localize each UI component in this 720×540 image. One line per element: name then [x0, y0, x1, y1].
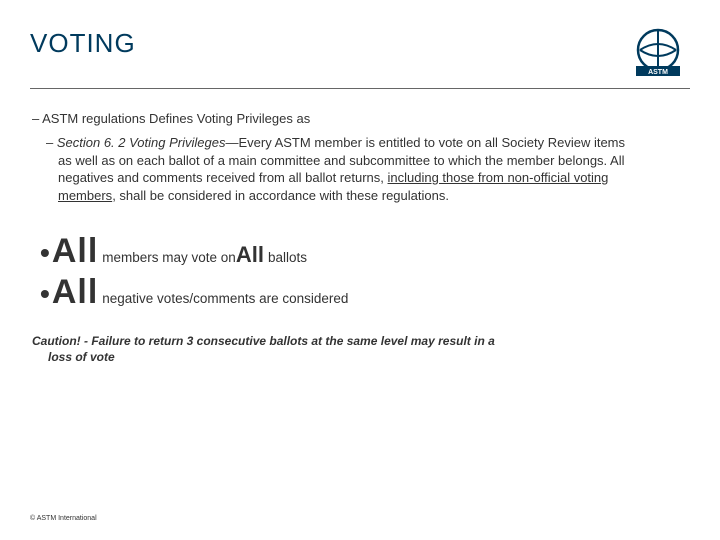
- astm-logo: ASTM: [626, 28, 690, 78]
- caution-line1: Caution! - Failure to return 3 consecuti…: [32, 334, 495, 348]
- point-1-all-1: All: [52, 232, 98, 271]
- point-2: • All negative votes/comments are consid…: [30, 273, 690, 312]
- copyright-footer: © ASTM International: [30, 515, 97, 522]
- bullet-icon: •: [40, 280, 50, 308]
- header-divider: [30, 88, 690, 89]
- section-part2: , shall be considered in accordance with…: [112, 188, 449, 203]
- point-2-text: negative votes/comments are considered: [102, 291, 348, 306]
- point-2-all: All: [52, 273, 98, 312]
- page-title: VOTING: [30, 28, 136, 59]
- bullet-icon: •: [40, 239, 50, 267]
- svg-text:ASTM: ASTM: [648, 69, 668, 76]
- point-1-end: ballots: [268, 250, 307, 265]
- content-area: – ASTM regulations Defines Voting Privil…: [30, 111, 690, 365]
- point-1-mid: members may vote on: [102, 250, 236, 265]
- section-italic: Section 6. 2 Voting Privileges: [57, 135, 226, 150]
- section-text: – Section 6. 2 Voting Privileges—Every A…: [30, 134, 690, 204]
- sub-dash: –: [46, 135, 57, 150]
- intro-line: – ASTM regulations Defines Voting Privil…: [30, 111, 690, 126]
- caution-line2: loss of vote: [32, 350, 660, 366]
- caution-text: Caution! - Failure to return 3 consecuti…: [30, 334, 690, 365]
- point-1: • All members may vote on All ballots: [30, 232, 690, 271]
- point-1-all-2: All: [236, 242, 264, 268]
